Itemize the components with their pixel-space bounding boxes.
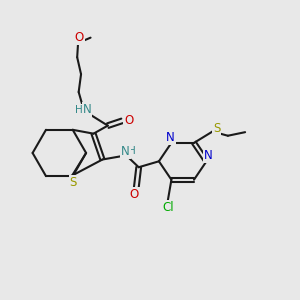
Text: S: S <box>70 176 77 189</box>
Text: H: H <box>75 105 83 115</box>
Text: N: N <box>82 103 91 116</box>
Text: O: O <box>124 114 133 127</box>
Text: N: N <box>166 131 175 144</box>
Text: S: S <box>213 122 220 134</box>
Text: O: O <box>129 188 139 201</box>
Text: O: O <box>74 31 84 44</box>
Text: N: N <box>121 145 130 158</box>
Text: N: N <box>204 149 213 162</box>
Text: Cl: Cl <box>163 201 174 214</box>
Text: H: H <box>128 146 135 156</box>
